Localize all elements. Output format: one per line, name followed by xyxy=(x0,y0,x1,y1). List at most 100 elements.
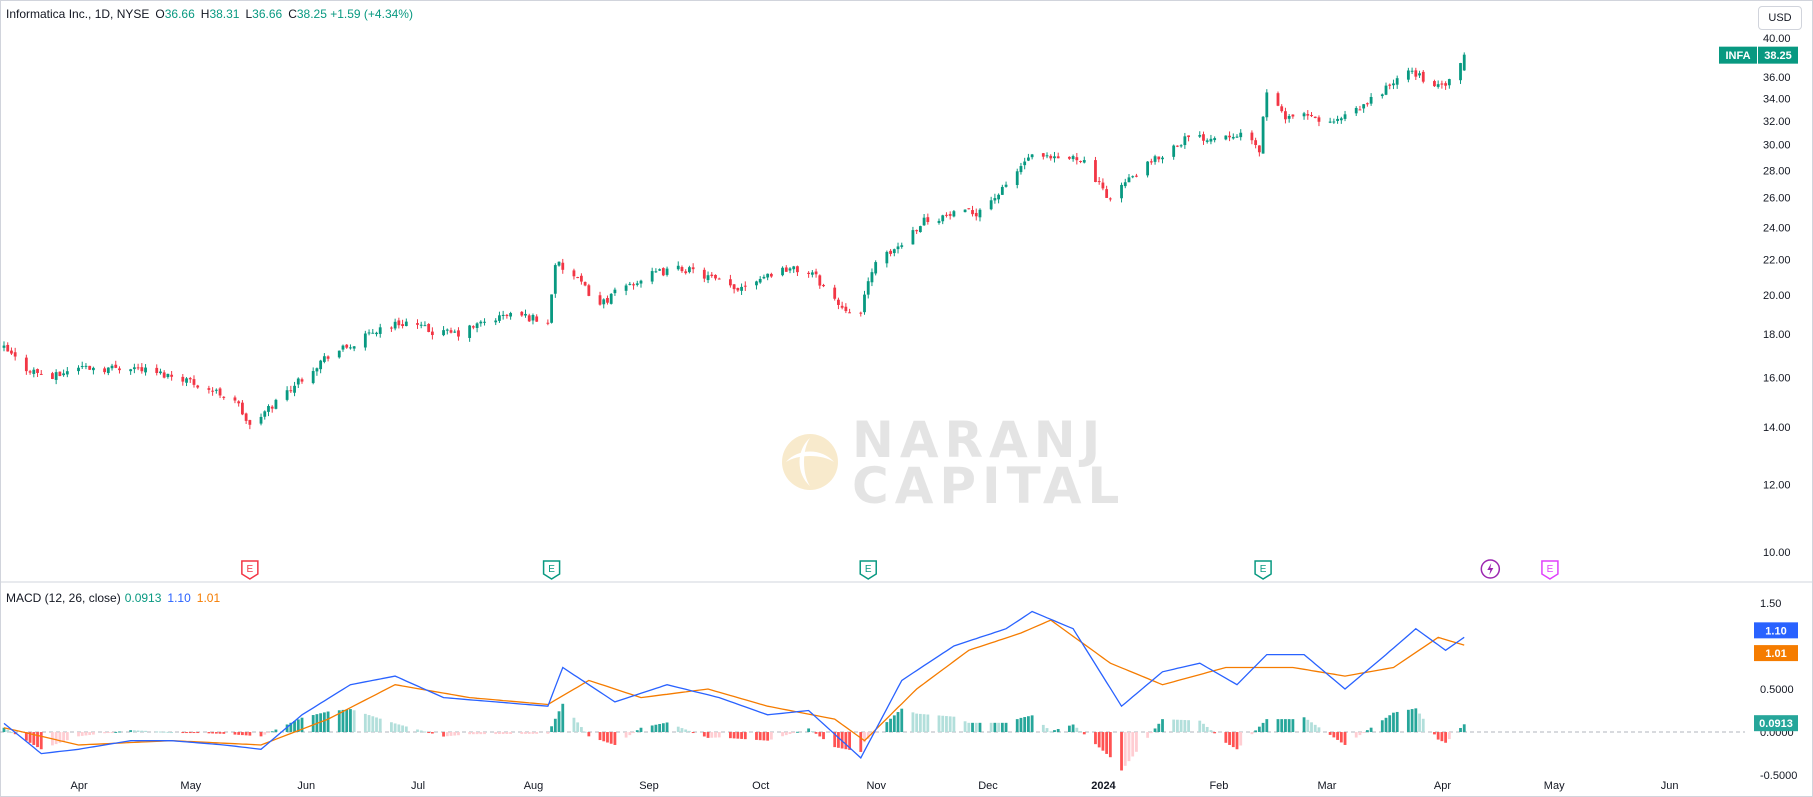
candle-body xyxy=(993,198,997,201)
histogram-bar xyxy=(755,732,758,740)
histogram-bar xyxy=(10,732,13,734)
histogram-bar xyxy=(155,731,159,733)
currency-button[interactable]: USD xyxy=(1758,6,1802,30)
candle-body xyxy=(1444,83,1448,86)
histogram-bar xyxy=(1120,732,1123,771)
histogram-bar xyxy=(691,732,695,734)
histogram-bar xyxy=(572,717,576,733)
candle-body xyxy=(661,268,665,276)
histogram-bar xyxy=(978,722,982,733)
time-axis-label: Sep xyxy=(639,780,659,792)
macd-title[interactable]: MACD (12, 26, close) xyxy=(6,591,121,605)
candle-body xyxy=(1410,70,1414,72)
candle-body xyxy=(494,320,498,323)
histogram-bar xyxy=(1369,727,1373,733)
histogram-bar xyxy=(378,718,382,733)
candle-body xyxy=(755,281,758,286)
candle-body xyxy=(792,266,796,270)
candle-body xyxy=(118,368,121,371)
histogram-bar xyxy=(1198,720,1202,733)
candle-body xyxy=(51,373,54,379)
price-tick-label: 22.00 xyxy=(1763,255,1791,267)
histogram-bar xyxy=(367,715,371,733)
symbol-title[interactable]: Informatica Inc., 1D, NYSE xyxy=(6,7,150,21)
histogram-bar xyxy=(416,729,419,733)
histogram-bar xyxy=(80,732,84,736)
histogram-bar xyxy=(1023,717,1027,733)
histogram-bar xyxy=(1228,732,1231,745)
histogram-bar xyxy=(285,724,289,733)
earnings-event-icon: E xyxy=(859,560,877,580)
time-axis-label: Oct xyxy=(752,780,769,792)
histogram-bar xyxy=(1231,732,1235,748)
candle-body xyxy=(39,373,43,375)
candle-body xyxy=(859,312,863,314)
price-tick-label: 14.00 xyxy=(1763,422,1791,434)
histogram-bar xyxy=(583,731,587,733)
time-axis-label: Apr xyxy=(70,780,87,792)
candle-body xyxy=(1101,182,1105,189)
histogram-bar xyxy=(423,731,427,733)
histogram-bar xyxy=(136,730,140,733)
candle-body xyxy=(587,285,591,296)
histogram-bar xyxy=(557,711,561,733)
histogram-bar xyxy=(192,732,196,734)
candle-body xyxy=(606,298,609,303)
histogram-bar xyxy=(822,732,825,740)
candle-body xyxy=(2,345,6,348)
histogram-bar xyxy=(293,721,296,733)
candle-body xyxy=(520,311,524,316)
earnings-event-icon: E xyxy=(241,560,259,580)
candle-body xyxy=(635,283,639,285)
candle-body xyxy=(1179,145,1183,147)
candle-body xyxy=(427,323,431,332)
candle-body xyxy=(289,390,293,392)
histogram-bar xyxy=(1414,708,1418,733)
candle-body xyxy=(404,321,408,327)
candle-body xyxy=(54,372,58,380)
candle-body xyxy=(1392,83,1395,86)
histogram-bar xyxy=(635,730,639,733)
candle-body xyxy=(1358,109,1362,111)
histogram-bar xyxy=(36,732,39,748)
histogram-bar xyxy=(1176,719,1179,733)
histogram-bar xyxy=(442,732,445,737)
histogram-bar xyxy=(837,732,840,748)
histogram-bar xyxy=(1239,732,1243,746)
ticker-badge xyxy=(1719,46,1757,64)
candle-body xyxy=(1202,134,1205,141)
candle-body xyxy=(1019,166,1023,173)
candle-body xyxy=(378,327,382,334)
candle-body xyxy=(874,262,878,274)
candle-body xyxy=(393,321,397,329)
macd-tick-label: 1.50 xyxy=(1760,598,1781,610)
candle-body xyxy=(997,194,1001,200)
histogram-bar xyxy=(1388,715,1392,733)
histogram-bar xyxy=(501,732,505,735)
histogram-bar xyxy=(863,732,866,743)
change-value: +1.59 (+4.34%) xyxy=(330,7,413,21)
candle-body xyxy=(1205,140,1209,142)
histogram-bar xyxy=(166,731,170,733)
candle-body xyxy=(1015,171,1019,185)
candle-body xyxy=(1362,104,1366,109)
histogram-bar xyxy=(1365,730,1369,733)
histogram-bar xyxy=(181,732,185,734)
histogram-bar xyxy=(471,732,475,735)
histogram-bar xyxy=(688,730,691,733)
candle-body xyxy=(531,315,535,321)
histogram-bar xyxy=(401,725,404,733)
candle-body xyxy=(1354,108,1358,114)
high-value: 38.31 xyxy=(209,7,240,21)
histogram-bar xyxy=(468,732,472,735)
candle-body xyxy=(971,210,974,215)
histogram-bar xyxy=(162,731,166,733)
candle-body xyxy=(553,265,557,294)
histogram-bar xyxy=(1131,732,1135,757)
macd-tick-label: 0.5000 xyxy=(1760,684,1794,696)
histogram-bar xyxy=(1067,725,1071,733)
histogram-bar xyxy=(453,732,457,736)
histogram-bar xyxy=(769,732,773,740)
histogram-bar xyxy=(185,732,188,734)
